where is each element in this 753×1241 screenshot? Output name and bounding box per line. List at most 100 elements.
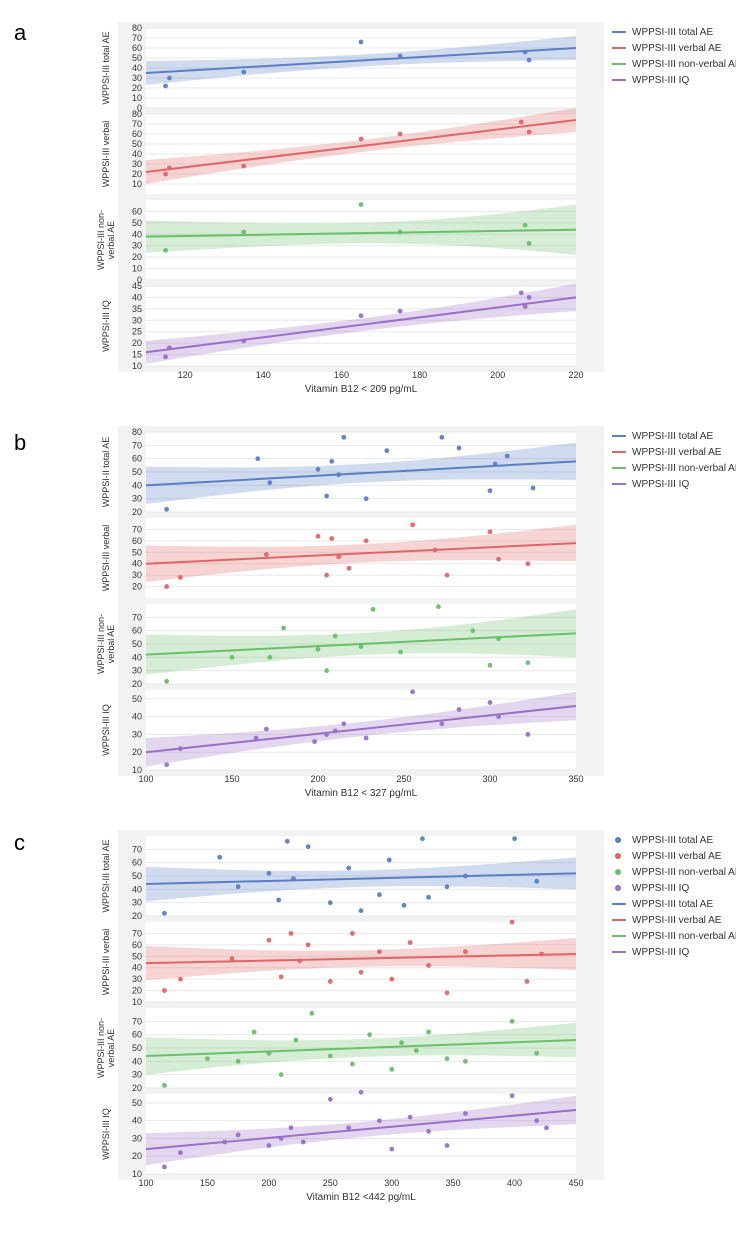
data-point xyxy=(387,858,392,863)
ytick-label: 40 xyxy=(132,63,142,73)
data-point xyxy=(336,472,341,477)
data-point xyxy=(493,462,498,467)
ylabel-total: WPPSI-II total AE xyxy=(101,437,111,508)
data-point xyxy=(167,166,172,171)
x-axis-title: Vitamin B12 <442 pg/mL xyxy=(306,1192,416,1203)
legend-label: WPPSI-III non-verbal AE xyxy=(632,59,736,70)
ytick-label: 30 xyxy=(132,898,142,908)
ytick-label: 60 xyxy=(132,940,142,950)
ytick-label: 60 xyxy=(132,454,142,464)
data-point xyxy=(523,304,528,309)
data-point xyxy=(276,898,281,903)
data-point xyxy=(347,566,352,571)
data-point xyxy=(293,1038,298,1043)
data-point xyxy=(164,679,169,684)
data-point xyxy=(445,1143,450,1148)
ytick-label: 20 xyxy=(132,1151,142,1161)
data-point xyxy=(463,949,468,954)
data-point xyxy=(297,958,302,963)
data-point xyxy=(426,895,431,900)
legend-marker-iq xyxy=(615,885,621,891)
ylabel-total: WPPSI-III total AE xyxy=(101,31,111,104)
data-point xyxy=(267,480,272,485)
data-point xyxy=(217,855,222,860)
data-point xyxy=(266,871,271,876)
data-point xyxy=(163,354,168,359)
figure-a: 01020304050607080WPPSI-III total AE10203… xyxy=(56,18,736,400)
data-point xyxy=(512,836,517,841)
data-point xyxy=(241,230,246,235)
data-point xyxy=(264,552,269,557)
ytick-label: 60 xyxy=(132,536,142,546)
data-point xyxy=(445,1056,450,1061)
legend-label: WPPSI-III IQ xyxy=(632,883,689,894)
ylabel-text: WPPSI-III verbal xyxy=(101,929,111,996)
data-point xyxy=(264,727,269,732)
data-point xyxy=(252,1030,257,1035)
data-point xyxy=(324,494,329,499)
ytick-label: 70 xyxy=(132,33,142,43)
data-point xyxy=(333,728,338,733)
data-point xyxy=(359,1090,364,1095)
ylabel-text: WPPSI-III total AE xyxy=(101,839,111,912)
panel-label-a: a xyxy=(14,20,26,46)
xtick-label: 350 xyxy=(446,1178,461,1188)
xtick-label: 250 xyxy=(396,774,411,784)
ylabel-text: WPPSI-III verbal xyxy=(101,121,111,188)
data-point xyxy=(445,884,450,889)
ytick-label: 20 xyxy=(132,986,142,996)
data-point xyxy=(534,1118,539,1123)
data-point xyxy=(279,1072,284,1077)
ytick-label: 40 xyxy=(132,229,142,239)
ytick-label: 10 xyxy=(132,179,142,189)
ytick-label: 80 xyxy=(132,427,142,437)
data-point xyxy=(346,866,351,871)
ytick-label: 20 xyxy=(132,83,142,93)
data-point xyxy=(377,892,382,897)
ytick-label: 30 xyxy=(132,1133,142,1143)
legend: WPPSI-III total AEWPPSI-III verbal AEWPP… xyxy=(612,835,736,958)
legend-label: WPPSI-III IQ xyxy=(632,479,689,490)
data-point xyxy=(328,900,333,905)
ytick-label: 10 xyxy=(132,264,142,274)
ylabel-verbal: WPPSI-III verbal xyxy=(101,525,111,592)
ytick-label: 40 xyxy=(132,712,142,722)
x-axis-title: Vitamin B12 < 327 pg/mL xyxy=(305,788,418,799)
xtick-label: 140 xyxy=(256,370,271,380)
data-point xyxy=(510,1093,515,1098)
data-point xyxy=(230,655,235,660)
data-point xyxy=(377,1118,382,1123)
data-point xyxy=(410,522,415,527)
data-point xyxy=(470,628,475,633)
data-point xyxy=(539,952,544,957)
ytick-label: 60 xyxy=(132,626,142,636)
figure-b: 20304050607080WPPSI-II total AE203040506… xyxy=(56,422,736,804)
ytick-label: 50 xyxy=(132,1043,142,1053)
data-point xyxy=(439,435,444,440)
data-point xyxy=(328,1054,333,1059)
ylabel-text: WPPSI-III non- xyxy=(96,210,106,270)
data-point xyxy=(402,903,407,908)
data-point xyxy=(389,977,394,982)
data-point xyxy=(525,561,530,566)
data-point xyxy=(439,721,444,726)
data-point xyxy=(399,1040,404,1045)
xtick-label: 150 xyxy=(224,774,239,784)
data-point xyxy=(527,241,532,246)
data-point xyxy=(267,655,272,660)
data-point xyxy=(523,50,528,55)
ytick-label: 40 xyxy=(132,1116,142,1126)
data-point xyxy=(316,647,321,652)
ytick-label: 70 xyxy=(132,844,142,854)
data-point xyxy=(364,736,369,741)
ytick-label: 60 xyxy=(132,129,142,139)
data-point xyxy=(236,1132,241,1137)
ytick-label: 50 xyxy=(132,871,142,881)
data-point xyxy=(389,1067,394,1072)
data-point xyxy=(398,132,403,137)
data-point xyxy=(510,920,515,925)
legend: WPPSI-III total AEWPPSI-III verbal AEWPP… xyxy=(612,431,736,490)
data-point xyxy=(341,721,346,726)
data-point xyxy=(384,448,389,453)
ytick-label: 40 xyxy=(132,149,142,159)
